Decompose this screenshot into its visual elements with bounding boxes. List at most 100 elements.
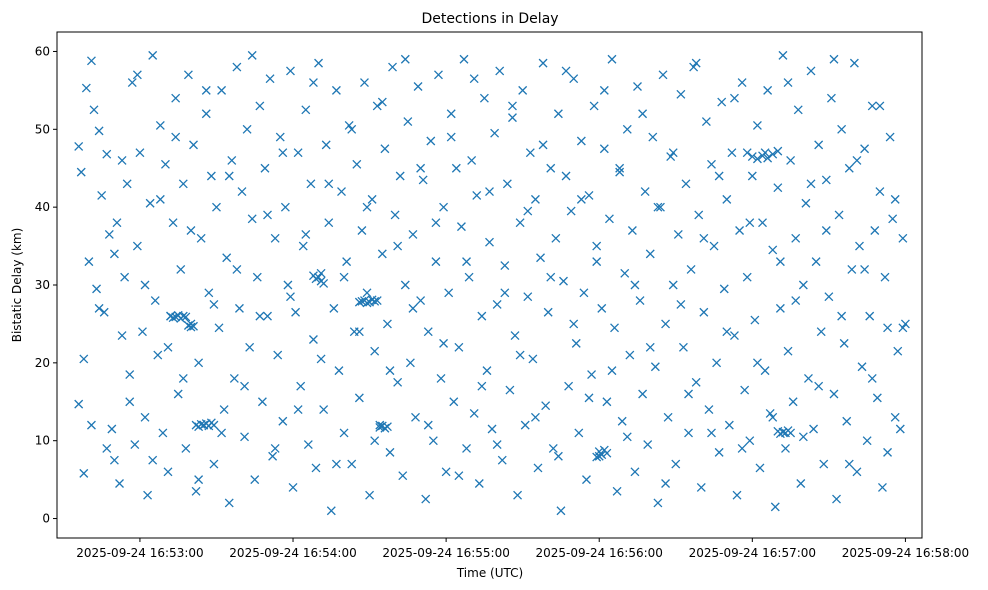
data-point [786, 428, 796, 438]
data-point [268, 451, 278, 461]
data-point [125, 397, 135, 407]
data-point [140, 280, 150, 290]
data-point [446, 132, 456, 142]
data-point [729, 331, 739, 341]
y-tick-label: 20 [35, 356, 50, 370]
data-point [273, 350, 283, 360]
data-point [714, 171, 724, 181]
y-tick-label: 10 [35, 434, 50, 448]
data-point [525, 148, 535, 158]
data-point [293, 148, 303, 158]
data-point [842, 416, 852, 426]
data-point [212, 202, 221, 212]
data-point [699, 307, 709, 317]
data-point [707, 428, 716, 438]
data-point [520, 420, 530, 430]
data-point [768, 412, 778, 422]
data-point [671, 459, 681, 469]
data-point [515, 350, 525, 360]
data-point [515, 218, 525, 228]
data-point [99, 307, 109, 317]
data-point [768, 149, 778, 159]
data-point [324, 179, 334, 189]
y-tick-label: 30 [35, 278, 50, 292]
data-point [293, 405, 303, 415]
data-point [686, 264, 696, 274]
data-point [745, 436, 755, 446]
data-point [602, 397, 612, 407]
data-point [247, 214, 257, 224]
data-point [865, 311, 875, 321]
data-point [689, 62, 699, 72]
data-point [778, 427, 788, 437]
data-point [380, 144, 390, 154]
data-point [666, 152, 676, 162]
data-point [546, 272, 556, 282]
data-point [783, 346, 793, 356]
y-tick-label: 50 [35, 122, 50, 136]
data-point [622, 432, 632, 442]
data-point [852, 467, 862, 477]
data-point [360, 78, 369, 88]
data-point [209, 420, 219, 430]
data-point [301, 229, 311, 239]
data-point [178, 373, 188, 383]
data-point [178, 179, 188, 189]
data-point [209, 300, 219, 309]
data-point [653, 202, 663, 212]
data-point [403, 117, 413, 126]
y-tick-label: 0 [42, 512, 50, 526]
data-point [587, 370, 597, 379]
data-point [676, 300, 686, 309]
data-point [107, 424, 117, 434]
data-point [643, 440, 653, 450]
data-point [783, 78, 793, 88]
data-point [270, 444, 280, 453]
data-point [704, 405, 714, 415]
data-point [375, 420, 385, 430]
data-point [898, 323, 908, 333]
data-point [826, 93, 836, 103]
data-point [597, 450, 607, 460]
data-point [214, 323, 224, 333]
data-point [428, 436, 438, 446]
data-point [143, 490, 153, 500]
data-point [747, 171, 757, 181]
data-point [729, 93, 739, 103]
data-point [370, 296, 380, 306]
data-point [367, 194, 377, 204]
data-point [81, 83, 91, 93]
x-tick-label: 2025-09-24 16:58:00 [842, 546, 969, 560]
data-point [434, 70, 443, 80]
data-point [635, 296, 645, 306]
data-point [76, 167, 86, 177]
data-point [186, 226, 196, 235]
data-point [502, 179, 512, 189]
data-point [319, 405, 329, 415]
data-point [714, 447, 724, 457]
data-point [132, 241, 142, 251]
data-point [592, 241, 602, 251]
data-point [663, 412, 673, 422]
data-point [742, 272, 752, 282]
data-point [487, 424, 497, 434]
y-tick-label: 60 [35, 44, 50, 58]
data-point [750, 315, 760, 325]
data-point [278, 148, 288, 158]
data-point [446, 109, 456, 119]
data-point [255, 101, 265, 111]
data-point [181, 444, 191, 453]
plot-frame [56, 31, 923, 539]
data-point [633, 82, 642, 91]
data-point [816, 327, 826, 337]
data-point [298, 241, 308, 251]
data-point [888, 214, 898, 224]
data-point [877, 482, 887, 492]
data-point [508, 113, 517, 123]
data-point [701, 117, 711, 126]
data-point [530, 194, 540, 204]
data-point [875, 101, 885, 111]
data-point [311, 274, 321, 284]
data-point [855, 241, 864, 251]
data-point [819, 459, 829, 469]
